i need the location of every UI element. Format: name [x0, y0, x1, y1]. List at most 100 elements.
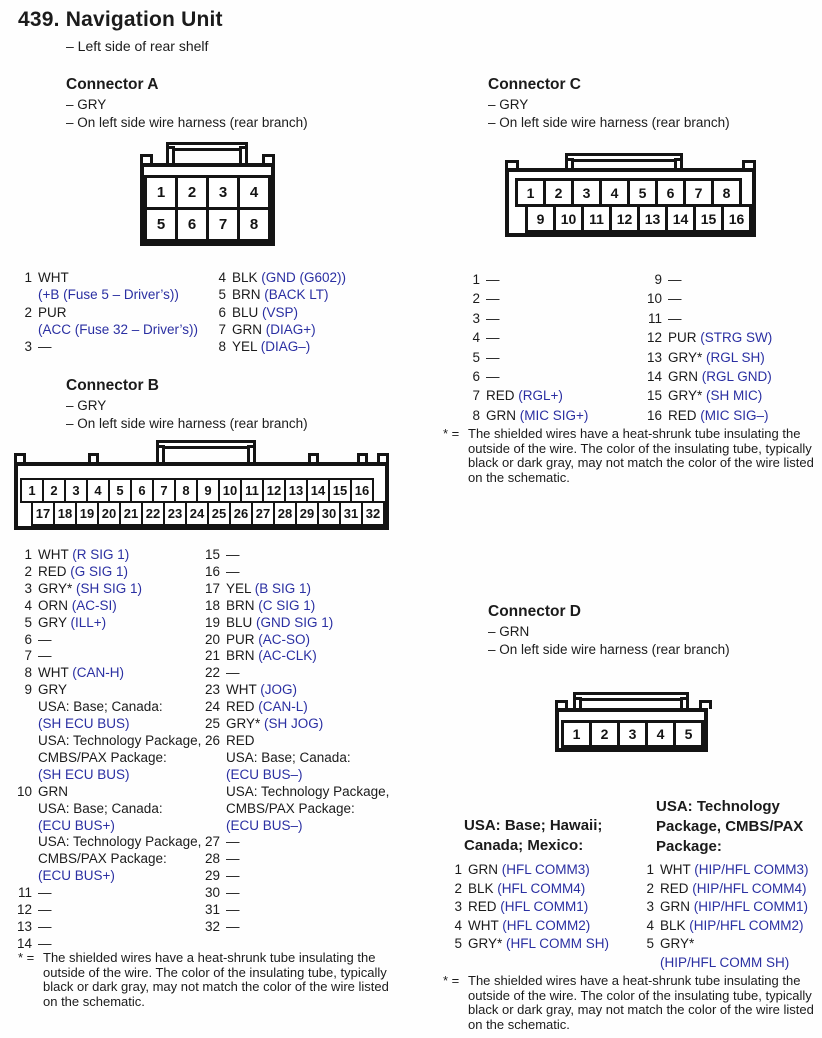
text-line: on the schematic. [468, 469, 570, 485]
wire-color: USA: Base; Canada: [38, 699, 163, 715]
pin-number: 1 [646, 862, 654, 877]
pin-number: 10 [646, 291, 662, 307]
wire-color: — [38, 885, 52, 901]
text-line: on the schematic. [43, 993, 145, 1009]
pin-entry: 12 — [14, 902, 209, 919]
pin-cell: 8 [711, 178, 742, 207]
wire-color: PUR [668, 330, 701, 346]
pin-entry: 12 PUR (STRG SW) [644, 328, 819, 347]
pin-number: 19 [204, 614, 220, 630]
connector-a-pins-left: 1 WHT (+B (Fuse 5 – Driver’s)) 2 PUR (ACC (Fu… [14, 269, 204, 355]
wire-color: GRN [38, 783, 68, 799]
signal-name: (HFL COMM2) [502, 917, 591, 933]
signal-name: (ECU BUS–) [226, 817, 303, 833]
text-line: – On left side wire harness (rear branch… [488, 642, 730, 657]
pin-entry: 7— [14, 648, 209, 665]
footnote-text: The shielded wires have a heat-shrunk tu… [43, 950, 399, 1009]
pin-number: 2 [472, 291, 480, 307]
wire-color: — [38, 902, 52, 918]
connector-d-pins-tech: 1 WHT (HIP/HFL COMM3) 2 RED (HIP/HFL COMM4)… [636, 861, 822, 972]
pin-number: 28 [204, 851, 220, 867]
pin-entry: 14 — [14, 936, 209, 953]
signal-name: (STRG SW) [700, 330, 773, 346]
text-line: outside of the wire. The color of the in… [43, 964, 387, 980]
text-line: black or dark gray, may not match the co… [468, 455, 814, 471]
wire-color: WHT [660, 862, 695, 877]
pin-cell: 1 [561, 720, 592, 748]
connector-b-diagram: 1 2 3 4 5 6 7 8 9 10 11 12 13 14 15 16 17 18 19 20 21 22 23 24 2… [14, 440, 394, 540]
signal-name: (CAN-H) [72, 665, 124, 681]
pin-entry: 5 BRN (BACK LT) [208, 286, 408, 303]
text-line: black or dark gray, may not match the co… [468, 1002, 814, 1018]
pin-cell: 12 [609, 204, 640, 233]
pin-cell: 6 [655, 178, 686, 207]
pin-cell: 30 [317, 501, 341, 526]
text-line: outside of the wire. The color of the in… [468, 987, 812, 1003]
pin-number: 27 [204, 834, 220, 850]
pin-cell: 10 [553, 204, 584, 233]
text-line: black or dark gray, may not match the co… [43, 979, 389, 995]
connector-b-pin-grid: 1 2 3 4 5 6 7 8 9 10 11 12 13 14 15 16 17 18 19 20 21 22 23 24 2… [14, 462, 389, 530]
pin-cell: 7 [683, 178, 714, 207]
text-line: The shielded wires have a heat-shrunk tu… [468, 426, 801, 441]
pin-number: 11 [17, 885, 32, 901]
wire-color: GRY [38, 682, 68, 698]
text-line: The shielded wires have a heat-shrunk tu… [468, 973, 801, 988]
pin-number: 13 [16, 918, 32, 934]
signal-name: (HFL COMM4) [497, 880, 586, 896]
pin-number: 4 [472, 330, 480, 346]
pin-number: 1 [24, 270, 32, 285]
pin-cell: 8 [174, 478, 198, 503]
pin-entry: 29 — [202, 868, 407, 885]
wire-color: CMBS/PAX Package: [226, 800, 355, 816]
wire-color: GRN [668, 369, 702, 385]
wire-color: — [486, 310, 500, 326]
text-line: outside of the wire. The color of the in… [468, 440, 812, 456]
pin-number: 9 [24, 682, 32, 698]
pin-entry: 5— [462, 348, 632, 367]
pin-cell: 3 [206, 175, 240, 210]
pin-number: 4 [454, 917, 462, 933]
wire-color: — [226, 665, 240, 681]
signal-name: (HFL COMM3) [501, 862, 590, 877]
wire-color: GRN [660, 899, 694, 914]
pin-number: 3 [24, 339, 32, 355]
pin-cell: 18 [53, 501, 77, 526]
page-subtitle: – Left side of rear shelf [66, 38, 209, 54]
page-title: 439. Navigation Unit [18, 8, 223, 31]
pin-number: 5 [646, 936, 654, 951]
pin-entry: 4 BLK (HIP/HFL COMM2) [636, 917, 822, 936]
text-line: – On left side wire harness (rear branch… [66, 115, 308, 130]
signal-name: (DIAG+) [265, 321, 316, 337]
pin-cell: 4 [599, 178, 630, 207]
pin-cell: 8 [237, 207, 271, 242]
wire-color: GRN [486, 407, 520, 423]
connector-corner-bump [262, 154, 275, 163]
pin-entry: 2— [462, 289, 632, 308]
wire-color: BLK [232, 270, 262, 285]
signal-name: (HFL COMM SH) [506, 936, 610, 951]
signal-name: (ACC (Fuse 32 – Driver’s)) [38, 321, 199, 337]
variant-tech-heading: USA: Technology Package, CMBS/PAX Package: [656, 797, 822, 857]
signal-name: (HIP/HFL COMM4) [692, 880, 807, 896]
pin-number: 16 [204, 563, 220, 579]
pin-cell: 27 [251, 501, 275, 526]
wire-color: USA: Base; Canada: [226, 749, 351, 765]
wire-color: BRN [226, 648, 259, 664]
pin-entry: 11 — [644, 309, 819, 328]
pin-number: 12 [646, 330, 662, 346]
connector-c-diagram: 1 2 3 4 5 6 7 8 9 10 11 12 13 14 15 16 [505, 153, 765, 253]
pin-entry: 6— [14, 632, 209, 649]
text-line: – GRY [66, 398, 107, 413]
pin-number: 1 [454, 862, 462, 877]
wire-color: GRY* [468, 936, 507, 951]
pin-number: 12 [16, 902, 32, 918]
pin-number: 3 [646, 899, 654, 914]
pin-number: 5 [472, 349, 480, 365]
text-line: Package: [656, 838, 722, 855]
connector-a-title: Connector A [66, 76, 159, 93]
pin-entry: 20 PUR (AC-SO) [202, 632, 407, 649]
pin-number: 8 [24, 665, 32, 681]
